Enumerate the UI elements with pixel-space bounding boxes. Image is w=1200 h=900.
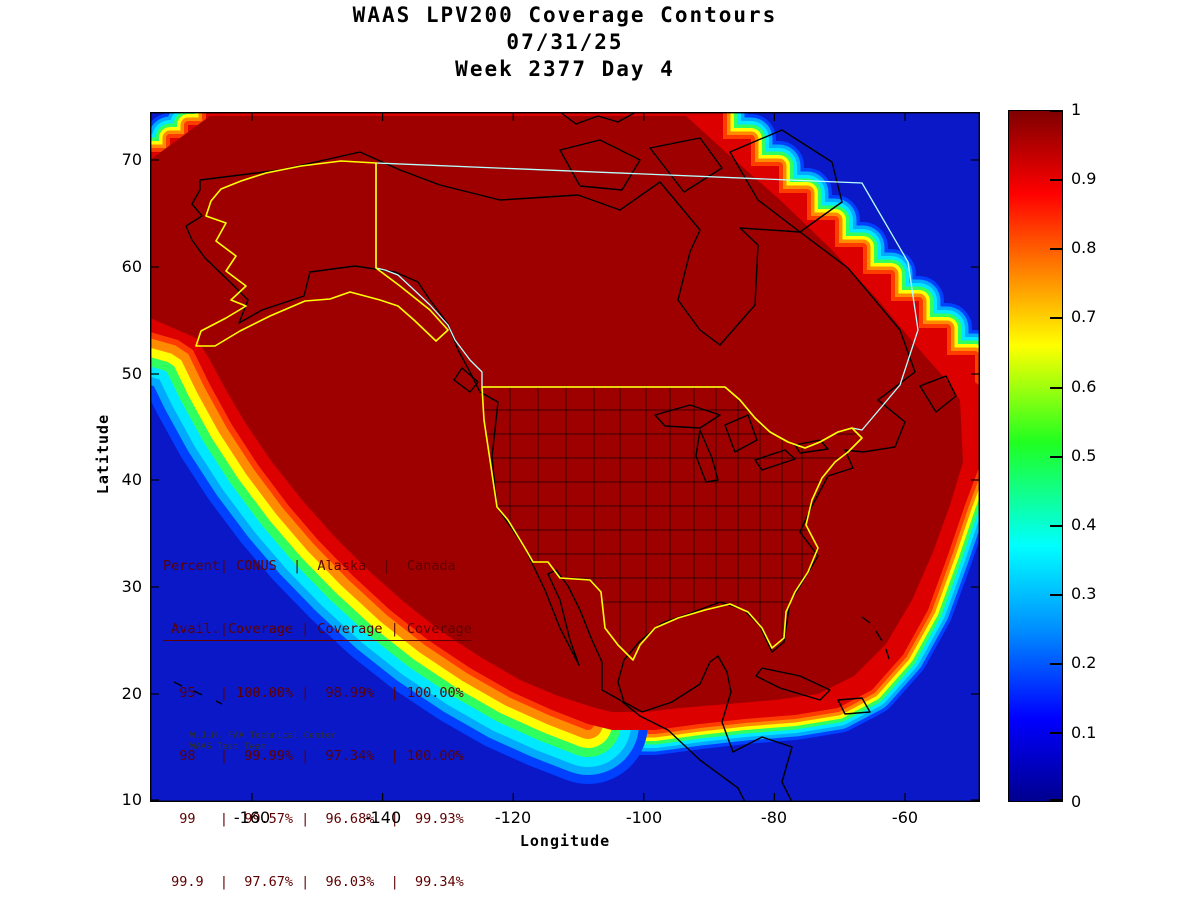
colorbar-tick xyxy=(1050,456,1062,458)
map-plot-area: Percent| CONUS | Alaska | Canada Avail.|… xyxy=(150,112,980,890)
region-boundaries xyxy=(195,160,919,661)
colorbar-tick xyxy=(1050,799,1062,801)
colorbar-tick xyxy=(1050,663,1062,665)
colorbar-tick xyxy=(1050,179,1062,181)
table-row: 99.9 | 97.67% | 96.03% | 99.34% xyxy=(163,874,464,890)
y-tick-label: 20 xyxy=(121,684,142,703)
table-header-row-2: Avail.|Coverage | Coverage | Coverage xyxy=(163,619,472,641)
colorbar-tick-label: 0 xyxy=(1071,792,1082,811)
x-tick-label: -80 xyxy=(760,808,788,827)
colorbar-tick-label: 0.2 xyxy=(1071,653,1097,672)
colorbar-tick-label: 0.8 xyxy=(1071,238,1097,257)
colorbar-tick xyxy=(1050,594,1062,596)
colorbar-tick xyxy=(1050,248,1062,250)
coastline xyxy=(173,112,957,802)
x-tick-label: -60 xyxy=(891,808,919,827)
colorbar-tick-label: 0.4 xyxy=(1071,515,1097,534)
x-tick-label: -120 xyxy=(494,808,532,827)
table-row: 95 | 100.00% | 98.99% | 100.00% xyxy=(163,685,464,701)
y-tick-label: 70 xyxy=(121,150,142,169)
colorbar-tick-label: 0.6 xyxy=(1071,377,1097,396)
colorbar-tick-label: 0.3 xyxy=(1071,584,1097,603)
table-row: 98 | 99.99% | 97.34% | 100.00% xyxy=(163,748,464,764)
coverage-statistics-table: Percent| CONUS | Alaska | Canada Avail.|… xyxy=(163,514,472,900)
mainland-coast xyxy=(185,151,916,802)
y-tick-label: 40 xyxy=(121,470,142,489)
y-tick-label: 30 xyxy=(121,577,142,596)
y-axis-label: Latitude xyxy=(94,413,112,495)
x-tick-label: -140 xyxy=(364,808,402,827)
y-tick-label: 10 xyxy=(121,790,142,809)
conus-boundary xyxy=(481,386,863,661)
alaska-boundary xyxy=(195,160,449,347)
coverage-contour-map xyxy=(150,112,980,802)
colorbar-tick xyxy=(1050,525,1062,527)
title-line-3: Week 2377 Day 4 xyxy=(455,57,675,81)
table-row: 99 | 99.57% | 96.68% | 99.93% xyxy=(163,811,464,827)
x-axis-label: Longitude xyxy=(519,832,611,850)
x-tick-label: -160 xyxy=(233,808,271,827)
credit-text: W.J.H. FAA Technical Center WAAS Test Te… xyxy=(190,731,336,753)
credit-line-2: WAAS Test Team xyxy=(190,742,266,752)
colorbar-tick-label: 0.7 xyxy=(1071,307,1097,326)
axis-ticks xyxy=(150,112,980,802)
colorbar-tick-label: 0.1 xyxy=(1071,723,1097,742)
colorbar-tick-label: 0.5 xyxy=(1071,446,1097,465)
table-header-row-1: Percent| CONUS | Alaska | Canada xyxy=(163,558,456,574)
x-tick-label: -100 xyxy=(625,808,663,827)
colorbar-tick xyxy=(1050,110,1062,112)
axes-frame xyxy=(150,112,980,802)
colorbar-tick xyxy=(1050,317,1062,319)
colorbar-tick xyxy=(1050,387,1062,389)
colorbar-tick-label: 1 xyxy=(1071,100,1082,119)
credit-line-1: W.J.H. FAA Technical Center xyxy=(190,731,337,741)
colorbar-tick xyxy=(1050,732,1062,734)
great-lakes-outline xyxy=(654,404,829,483)
y-tick-label: 60 xyxy=(121,257,142,276)
figure-title: WAAS LPV200 Coverage Contours 07/31/25 W… xyxy=(150,2,980,83)
y-tick-label: 50 xyxy=(121,364,142,383)
title-line-1: WAAS LPV200 Coverage Contours xyxy=(352,3,778,27)
colorbar-tick-label: 0.9 xyxy=(1071,169,1097,188)
islands-coast xyxy=(173,112,957,715)
title-line-2: 07/31/25 xyxy=(506,30,624,54)
